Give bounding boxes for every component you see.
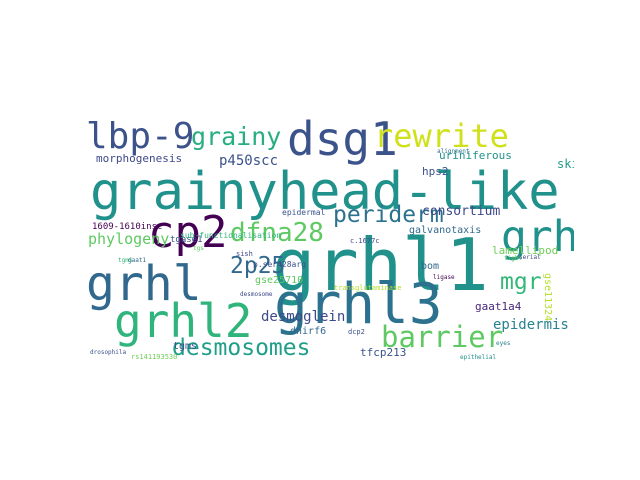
word-grhl1: grhl1 <box>272 223 489 307</box>
word-dcp2: dcp2 <box>348 328 365 336</box>
word-rewrite: rewrite <box>374 117 509 155</box>
word-grhl2: grhl2 <box>114 294 253 348</box>
word-epithelial: epithelial <box>460 354 497 361</box>
word-tgase1: tgase1 <box>170 235 203 245</box>
word-2p25: 2p25 <box>230 253 286 279</box>
word-sub-functionalisation: sub-functionalisation <box>180 231 282 240</box>
word-gse11324: gse11324 <box>542 273 553 322</box>
word-grainyhead-like: grainyhead-like <box>90 162 560 222</box>
word-desmoglein: desmoglein <box>261 309 346 325</box>
word-skin: skin <box>557 157 574 171</box>
word-tight: tight <box>504 255 523 262</box>
word-uriniferous: uriniferous <box>439 149 512 162</box>
word-dnirf6: dnirf6 <box>290 326 327 337</box>
word-galvanotaxis: galvanotaxis <box>409 225 482 236</box>
word-dfna28: dfna28 <box>230 218 324 248</box>
word-lamellipod: lamellipod <box>492 244 559 257</box>
word-gaat1a4: gaat1a4 <box>475 300 522 313</box>
word-1609-1610insc: 1609-1610insc <box>92 222 163 232</box>
word-c.1677c: c.1677c <box>350 237 380 245</box>
word-alignment: alignment <box>437 148 470 155</box>
word-desmosome: desmosome <box>240 291 273 298</box>
word-morphogenesis: morphogenesis <box>96 152 183 165</box>
word-tgmS: tgmS <box>118 257 133 264</box>
word-epidermal: epidermal <box>282 208 326 217</box>
word-periderm: periderm <box>333 202 444 228</box>
word-drosophila: drosophila <box>90 349 127 356</box>
word-grhl: grhl <box>86 256 202 312</box>
word-cloud: grhl1 grainyhead-like grhl3 grhl2 grhl d… <box>78 108 574 364</box>
word-gse25710: gse25710 <box>255 275 304 286</box>
word-epidermis: epidermis <box>493 317 569 333</box>
word-sish: sish <box>236 250 253 258</box>
word-tgms: tgms <box>173 341 198 352</box>
word-ligase: ligase <box>433 274 455 281</box>
word-consortium: consortium <box>422 204 501 219</box>
word-transglutaminase: transglutaminase <box>334 284 402 292</box>
word-grhl3: grhl3 <box>274 272 443 337</box>
word-rs141193530: rs141193530 <box>131 353 178 361</box>
word-barrier: barrier <box>381 320 504 354</box>
word-grainy: grainy <box>191 122 282 151</box>
word-cp2: cp2 <box>148 207 228 258</box>
word-p.ser428arg: p.ser428arg <box>253 260 306 269</box>
word-eyes: eyes <box>496 340 511 347</box>
word-gaat1: gaat1 <box>128 257 147 264</box>
word-phylogeny: phylogeny <box>88 230 170 248</box>
word-p450scc: p450scc <box>219 153 279 169</box>
word-desmosomes: desmosomes <box>172 335 311 361</box>
word-bom: bom <box>421 261 440 272</box>
word-hps2: hps2 <box>422 165 449 178</box>
word-grh: grh <box>501 212 574 262</box>
word-tfcp213: tfcp213 <box>360 346 407 359</box>
word-tgs: tgs <box>193 245 204 252</box>
word-dsg1: dsg1 <box>287 112 398 166</box>
word-mgr: mgr <box>500 269 542 295</box>
word-serial: serial <box>519 254 541 261</box>
word-lbp-9: lbp-9 <box>86 116 195 157</box>
